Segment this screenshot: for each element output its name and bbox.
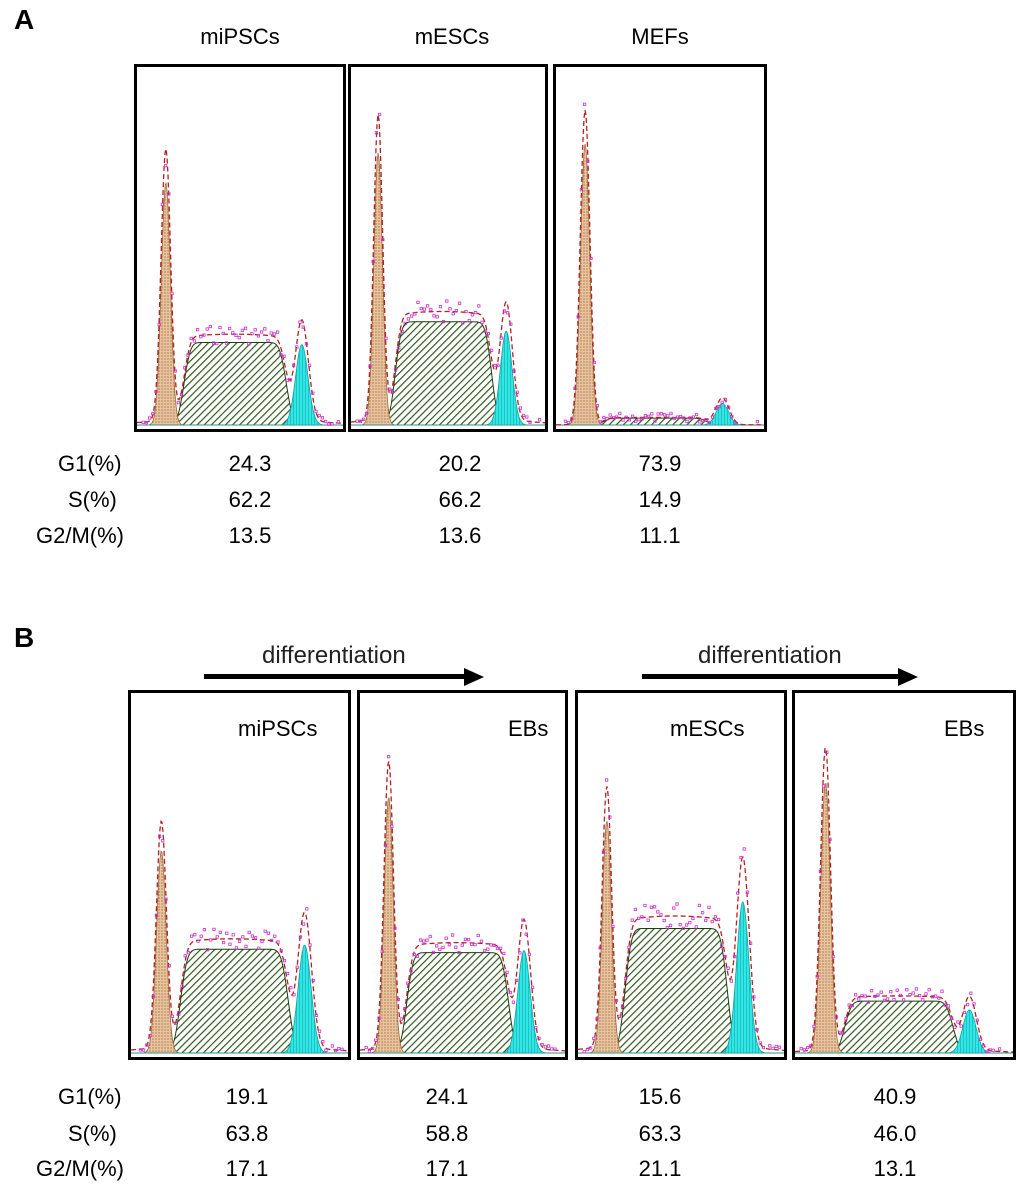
- arrow-shaft-left: [204, 674, 466, 679]
- dna-histogram-g2m-peak: [360, 949, 565, 1054]
- value-b-mipscs-s: 63.8: [225, 1121, 269, 1146]
- dna-histogram-g2m-peak: [556, 403, 764, 426]
- dna-histogram-events: [364, 755, 557, 1054]
- label-b-mipscs: miPSCs: [238, 716, 318, 741]
- value-a-mescs-s: 66.2: [438, 487, 482, 512]
- arrow-head-left: [464, 667, 484, 686]
- row-label-g2m-b: G2/M(%): [36, 1156, 124, 1181]
- value-a-mefs-g2m: 11.1: [639, 523, 681, 548]
- histogram-b-mescs: [575, 690, 787, 1060]
- dna-histogram-g1-peak: [556, 143, 764, 426]
- label-b-ebs-1: EBs: [508, 716, 549, 741]
- dna-histogram-events: [563, 102, 759, 425]
- row-label-g1-b: G1(%): [58, 1084, 122, 1109]
- arrow-shaft-right: [642, 674, 900, 679]
- dna-histogram-fit-curve: [351, 114, 545, 424]
- dna-histogram-events: [582, 778, 781, 1054]
- panel-a-title-mipscs: miPSCs: [200, 24, 280, 49]
- value-b-mipscs-g1: 19.1: [225, 1084, 269, 1109]
- dna-histogram-g2m-peak: [131, 944, 348, 1054]
- differentiation-arrow-left: differentiation: [204, 640, 494, 700]
- histogram-b-ebs-1: [357, 690, 568, 1060]
- dna-histogram-fit-curve: [578, 786, 784, 1052]
- label-b-ebs-2: EBs: [944, 716, 985, 741]
- value-b-mescs-g2m: 21.1: [638, 1156, 682, 1181]
- dna-histogram-events: [799, 750, 1002, 1054]
- dna-histogram-g2m-peak: [351, 330, 545, 426]
- differentiation-label-right: differentiation: [698, 642, 842, 669]
- value-b-ebs2-g2m: 13.1: [873, 1156, 917, 1181]
- dna-histogram-fit-curve: [137, 148, 343, 424]
- label-b-mescs: mESCs: [670, 716, 745, 741]
- value-a-mescs-g1: 20.2: [438, 451, 482, 476]
- value-a-mipscs-s: 62.2: [228, 487, 272, 512]
- histogram-a-mescs: [348, 64, 548, 432]
- histogram-a-mipscs: [134, 64, 346, 432]
- histogram-a-mefs: [553, 64, 767, 432]
- dna-histogram-fit-curve: [556, 109, 764, 426]
- differentiation-label-left: differentiation: [262, 642, 406, 669]
- value-b-ebs2-g1: 40.9: [873, 1084, 917, 1109]
- value-b-ebs1-g2m: 17.1: [425, 1156, 469, 1181]
- dna-histogram-g2m-peak: [578, 901, 784, 1054]
- dna-histogram-events: [355, 112, 542, 424]
- value-b-mescs-g1: 15.6: [638, 1084, 682, 1109]
- value-a-mipscs-g1: 24.3: [228, 451, 272, 476]
- panel-a-letter: A: [14, 4, 35, 35]
- value-a-mipscs-g2m: 13.5: [228, 523, 272, 548]
- value-a-mefs-g1: 73.9: [638, 451, 682, 476]
- panel-a-title-mescs: mESCs: [414, 24, 490, 49]
- value-a-mescs-g2m: 13.6: [438, 523, 482, 548]
- row-label-s-b: S(%): [68, 1121, 117, 1146]
- row-label-s-a: S(%): [68, 487, 117, 512]
- dna-histogram-fit-curve: [360, 761, 565, 1052]
- histogram-b-mipscs: [128, 690, 351, 1060]
- dna-histogram-g2m-peak: [795, 1009, 1013, 1054]
- arrow-head-right: [898, 667, 918, 686]
- row-label-g1-a: G1(%): [58, 451, 122, 476]
- value-b-ebs2-s: 46.0: [873, 1121, 917, 1146]
- differentiation-arrow-right: differentiation: [642, 640, 932, 700]
- value-a-mefs-s: 14.9: [638, 487, 682, 512]
- dna-histogram-events: [141, 164, 340, 426]
- value-b-mescs-s: 63.3: [638, 1121, 682, 1146]
- value-b-mipscs-g2m: 17.1: [225, 1156, 269, 1181]
- value-b-ebs1-s: 58.8: [425, 1121, 469, 1146]
- value-b-ebs1-g1: 24.1: [425, 1084, 469, 1109]
- panel-a-title-mefs: MEFs: [631, 24, 689, 49]
- dna-histogram-events: [138, 834, 344, 1053]
- panel-b-letter: B: [14, 622, 35, 653]
- histogram-b-ebs-2: [792, 690, 1016, 1060]
- dna-histogram-fit-curve: [131, 820, 348, 1052]
- dna-histogram-g2m-peak: [137, 344, 343, 426]
- row-label-g2m-a: G2/M(%): [36, 523, 124, 548]
